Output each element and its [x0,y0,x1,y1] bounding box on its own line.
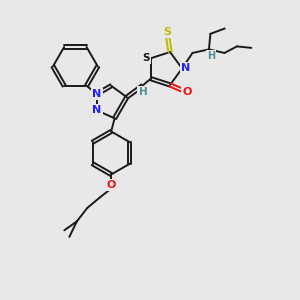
Text: S: S [164,27,172,37]
Text: H: H [139,87,147,98]
Text: H: H [207,51,215,61]
Text: S: S [142,53,150,63]
Text: O: O [182,87,191,97]
Text: O: O [106,180,116,190]
Text: N: N [92,105,102,116]
Text: N: N [181,64,190,74]
Text: N: N [92,89,102,99]
